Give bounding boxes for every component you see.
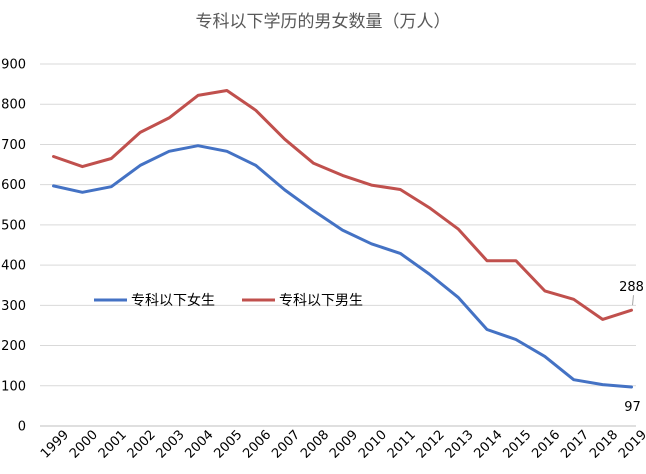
y-tick-label: 500 — [1, 218, 26, 233]
x-tick-label: 2008 — [298, 428, 332, 462]
x-tick-label: 2019 — [616, 428, 646, 462]
series-line-male — [52, 89, 633, 321]
x-axis-tick-labels: 1999200020012002200320042005200620072008… — [38, 428, 646, 462]
gridlines — [40, 63, 636, 427]
data-labels: 288 97 — [619, 280, 644, 415]
data-label-female-2019: 97 — [624, 400, 641, 415]
x-tick-label: 2017 — [558, 428, 592, 462]
x-tick-label: 2011 — [385, 428, 419, 462]
y-tick-label: 400 — [1, 259, 26, 274]
x-tick-label: 2003 — [154, 428, 188, 462]
chart-title: 专科以下学历的男女数量（万人） — [196, 12, 451, 32]
y-tick-label: 900 — [1, 58, 26, 73]
x-tick-label: 1999 — [38, 428, 72, 462]
legend: 专科以下女生 专科以下男生 — [94, 292, 363, 309]
y-axis-tick-labels: 0 100 200 300 400 500 600 700 800 900 — [1, 58, 26, 435]
x-tick-label: 2005 — [211, 428, 245, 462]
y-tick-label: 600 — [1, 178, 26, 193]
x-tick-label: 2004 — [183, 428, 217, 462]
y-tick-label: 300 — [1, 299, 26, 314]
series-line-female — [52, 144, 633, 389]
x-tick-label: 2013 — [443, 428, 477, 462]
y-tick-label: 0 — [18, 420, 26, 435]
x-tick-label: 2006 — [240, 428, 274, 462]
y-tick-label: 200 — [1, 339, 26, 354]
x-tick-label: 2009 — [327, 428, 361, 462]
y-tick-label: 800 — [1, 98, 26, 113]
x-tick-label: 2014 — [472, 428, 506, 462]
data-label-leader — [632, 295, 634, 306]
y-tick-label: 700 — [1, 138, 26, 153]
x-tick-label: 2016 — [529, 428, 563, 462]
x-tick-label: 2018 — [587, 428, 621, 462]
x-tick-label: 2002 — [125, 428, 159, 462]
x-tick-label: 2012 — [414, 428, 448, 462]
x-tick-label: 2015 — [500, 428, 534, 462]
x-tick-label: 2000 — [67, 428, 101, 462]
x-tick-label: 2007 — [269, 428, 303, 462]
y-tick-label: 100 — [1, 379, 26, 394]
legend-label: 专科以下男生 — [279, 293, 363, 309]
data-label-male-2019: 288 — [619, 280, 644, 295]
legend-label: 专科以下女生 — [131, 292, 215, 309]
x-tick-label: 2001 — [96, 428, 130, 462]
x-tick-label: 2010 — [356, 428, 390, 462]
series-lines — [52, 89, 633, 389]
